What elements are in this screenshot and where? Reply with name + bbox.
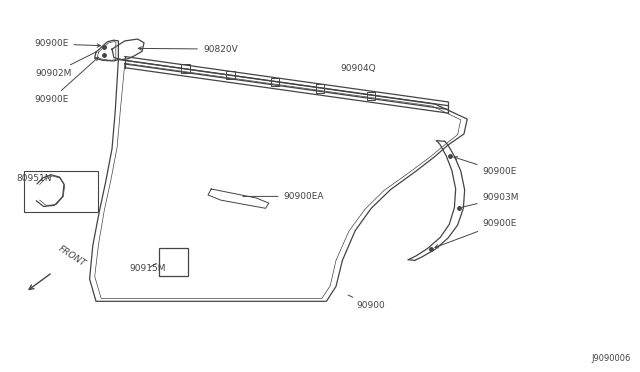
Text: 90900E: 90900E — [435, 219, 517, 248]
Bar — [316, 84, 324, 93]
Text: 90900EA: 90900EA — [243, 192, 324, 201]
Text: FRONT: FRONT — [56, 244, 87, 269]
Text: 90900E: 90900E — [34, 57, 99, 104]
Text: 90900E: 90900E — [454, 157, 517, 176]
Bar — [367, 92, 375, 100]
Text: 90900: 90900 — [348, 295, 385, 310]
Text: 90915M: 90915M — [129, 263, 166, 273]
Bar — [182, 64, 189, 73]
Bar — [271, 78, 279, 86]
Text: J9090006: J9090006 — [591, 354, 630, 363]
Text: 90820V: 90820V — [138, 45, 237, 54]
Bar — [24, 171, 98, 212]
Bar — [159, 248, 188, 276]
Text: 80951N: 80951N — [16, 174, 51, 183]
Text: 90900E: 90900E — [34, 39, 100, 48]
Text: 90903M: 90903M — [461, 193, 519, 207]
Bar — [227, 71, 235, 79]
Text: 90904Q: 90904Q — [340, 64, 376, 73]
Text: 90902M: 90902M — [35, 52, 95, 78]
